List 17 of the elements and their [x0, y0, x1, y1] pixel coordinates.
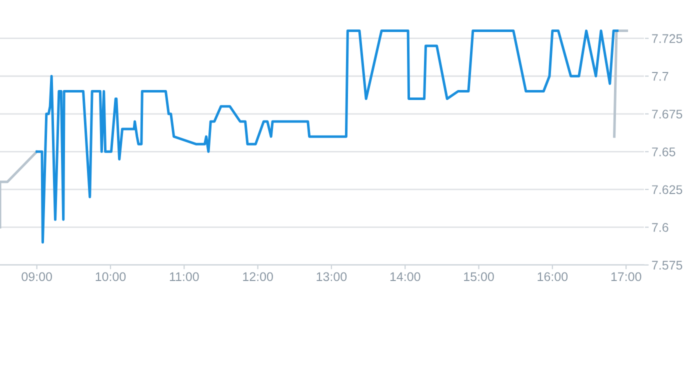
y-tick-label: 7.625 [652, 185, 682, 194]
line-series [36, 30, 618, 244]
x-tick-label: 16:00 [538, 272, 568, 282]
y-tick-label: 7.6 [652, 223, 668, 232]
y-tick-label: 7.575 [652, 260, 682, 270]
y-tick-label: 7.7 [652, 72, 668, 81]
x-tick-label: 13:00 [316, 272, 347, 282]
x-tick-label: 17:00 [611, 272, 642, 282]
x-tick-label: 10:00 [96, 272, 126, 282]
y-tick-label: 7.725 [652, 34, 682, 44]
x-tick-label: 12:00 [243, 272, 273, 282]
y-tick-label: 7.675 [652, 110, 682, 119]
x-tick-label: 09:00 [22, 272, 52, 282]
x-tick-label: 15:00 [464, 272, 494, 282]
x-tick-label: 14:00 [390, 272, 420, 282]
y-tick-label: 7.65 [652, 147, 676, 156]
x-tick-label: 11:00 [170, 272, 199, 282]
